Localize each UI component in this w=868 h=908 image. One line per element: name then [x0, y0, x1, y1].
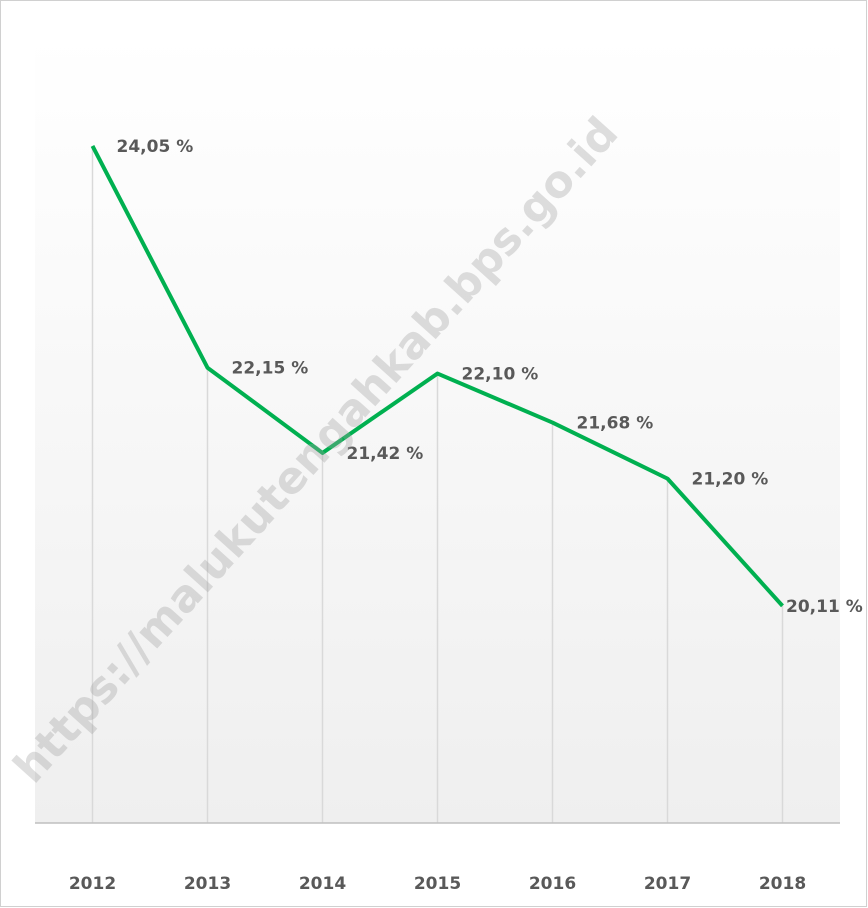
x-tick-label: 2013 — [184, 874, 231, 894]
x-tick-label: 2018 — [759, 874, 806, 894]
data-label: 22,10 % — [462, 365, 539, 385]
x-tick-label: 2016 — [529, 874, 576, 894]
x-tick-label: 2015 — [414, 874, 461, 894]
data-label: 21,20 % — [692, 470, 769, 490]
data-label: 21,42 % — [347, 444, 424, 464]
line — [90, 144, 784, 608]
data-label: 24,05 % — [117, 137, 194, 157]
data-label: 20,11 % — [786, 597, 863, 617]
data-label: 21,68 % — [577, 414, 654, 434]
data-label: 22,15 % — [232, 359, 309, 379]
x-tick-label: 2014 — [299, 874, 346, 894]
x-tick-label: 2012 — [69, 874, 116, 894]
x-tick-label: 2017 — [644, 874, 691, 894]
